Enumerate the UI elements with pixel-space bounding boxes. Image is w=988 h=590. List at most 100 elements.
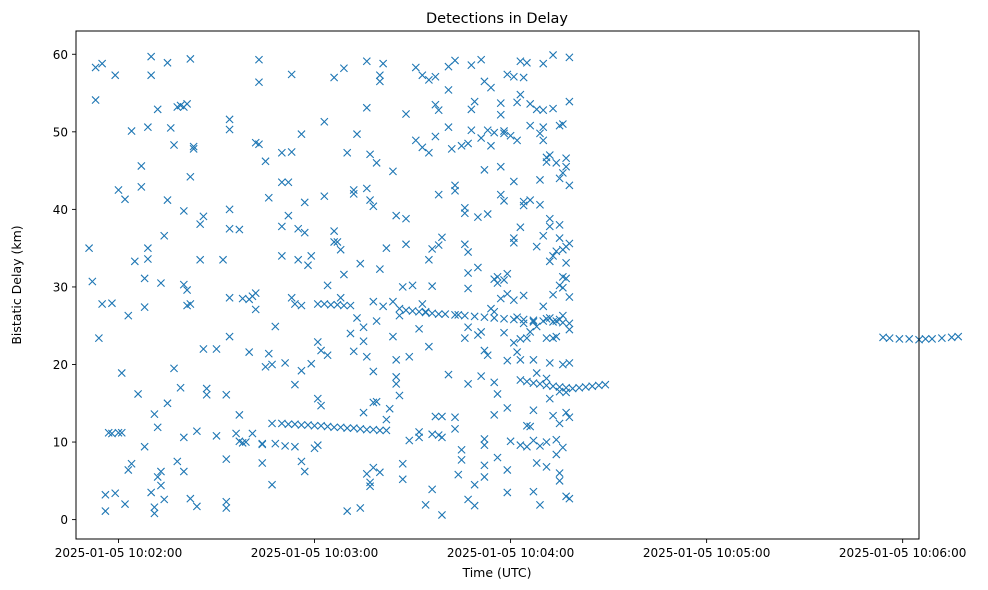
- data-point: [313, 394, 322, 403]
- data-point: [490, 410, 499, 419]
- data-point: [398, 459, 407, 468]
- data-point: [421, 500, 430, 509]
- data-point: [153, 423, 162, 432]
- data-point: [290, 380, 299, 389]
- data-point: [428, 309, 437, 318]
- data-point: [225, 224, 234, 233]
- data-point: [369, 297, 378, 306]
- data-point: [431, 412, 440, 421]
- data-point: [490, 378, 499, 387]
- data-point: [516, 355, 525, 364]
- data-point: [542, 438, 551, 447]
- data-point: [189, 144, 198, 153]
- data-point: [183, 286, 192, 295]
- data-point: [339, 301, 348, 310]
- data-point: [307, 251, 316, 260]
- data-point: [905, 334, 914, 343]
- data-point: [565, 413, 574, 422]
- data-point: [415, 433, 424, 442]
- data-point: [562, 274, 571, 283]
- data-point: [94, 334, 103, 343]
- data-point: [539, 106, 548, 115]
- data-point: [281, 441, 290, 450]
- data-point: [186, 494, 195, 503]
- data-point: [372, 158, 381, 167]
- data-point: [284, 420, 293, 429]
- data-point: [366, 478, 375, 487]
- data-point: [366, 150, 375, 159]
- data-point: [114, 186, 123, 194]
- data-point: [143, 244, 152, 253]
- data-point: [300, 467, 309, 476]
- data-point: [594, 381, 603, 390]
- data-point: [225, 293, 234, 302]
- data-point: [300, 198, 309, 207]
- data-point: [382, 426, 391, 435]
- data-point: [947, 333, 956, 342]
- data-point: [588, 382, 597, 391]
- data-point: [500, 275, 509, 284]
- data-point: [127, 127, 136, 136]
- data-point: [542, 374, 551, 383]
- data-point: [519, 291, 528, 300]
- data-point: [526, 327, 535, 336]
- data-point: [526, 422, 535, 431]
- data-point: [565, 53, 574, 62]
- data-point: [369, 463, 378, 472]
- data-point: [437, 510, 446, 519]
- data-point: [496, 99, 505, 108]
- data-point: [303, 261, 312, 270]
- data-point: [500, 328, 509, 337]
- data-point: [428, 485, 437, 494]
- data-point: [222, 455, 231, 464]
- data-point: [503, 403, 512, 412]
- data-point: [539, 317, 548, 326]
- data-point: [568, 384, 577, 393]
- data-point: [359, 408, 368, 417]
- data-markers: [85, 51, 963, 519]
- data-point: [183, 99, 192, 108]
- data-point: [486, 141, 495, 150]
- data-point: [418, 71, 427, 80]
- data-point: [150, 503, 159, 512]
- data-point: [535, 441, 544, 450]
- data-point: [451, 424, 460, 433]
- data-point: [356, 503, 365, 512]
- data-point: [366, 196, 375, 205]
- data-point: [160, 495, 169, 504]
- data-point: [549, 382, 558, 391]
- data-point: [516, 57, 525, 66]
- data-point: [562, 408, 571, 417]
- data-point: [258, 440, 267, 449]
- data-point: [281, 358, 290, 367]
- data-point: [516, 334, 525, 343]
- data-point: [222, 503, 231, 512]
- data-point: [189, 142, 198, 151]
- data-point: [516, 223, 525, 232]
- data-point: [549, 290, 558, 299]
- data-point: [473, 263, 482, 272]
- data-point: [467, 61, 476, 70]
- data-point: [496, 294, 505, 303]
- data-point: [268, 419, 277, 428]
- data-point: [549, 51, 558, 60]
- data-point: [549, 251, 558, 260]
- data-point: [330, 73, 339, 82]
- data-point: [241, 438, 250, 447]
- data-point: [480, 434, 489, 443]
- data-point: [245, 348, 254, 357]
- data-point: [460, 240, 469, 249]
- data-point: [156, 467, 165, 476]
- data-point: [150, 509, 159, 518]
- data-point: [565, 494, 574, 503]
- data-point: [411, 63, 420, 72]
- data-point: [480, 346, 489, 355]
- data-point: [297, 130, 306, 139]
- data-point: [353, 130, 361, 139]
- data-point: [405, 436, 414, 445]
- data-point: [555, 174, 564, 183]
- data-point: [464, 139, 473, 148]
- y-axis-label: Bistatic Delay (km): [9, 225, 24, 344]
- data-point: [552, 435, 561, 444]
- data-point: [330, 237, 339, 246]
